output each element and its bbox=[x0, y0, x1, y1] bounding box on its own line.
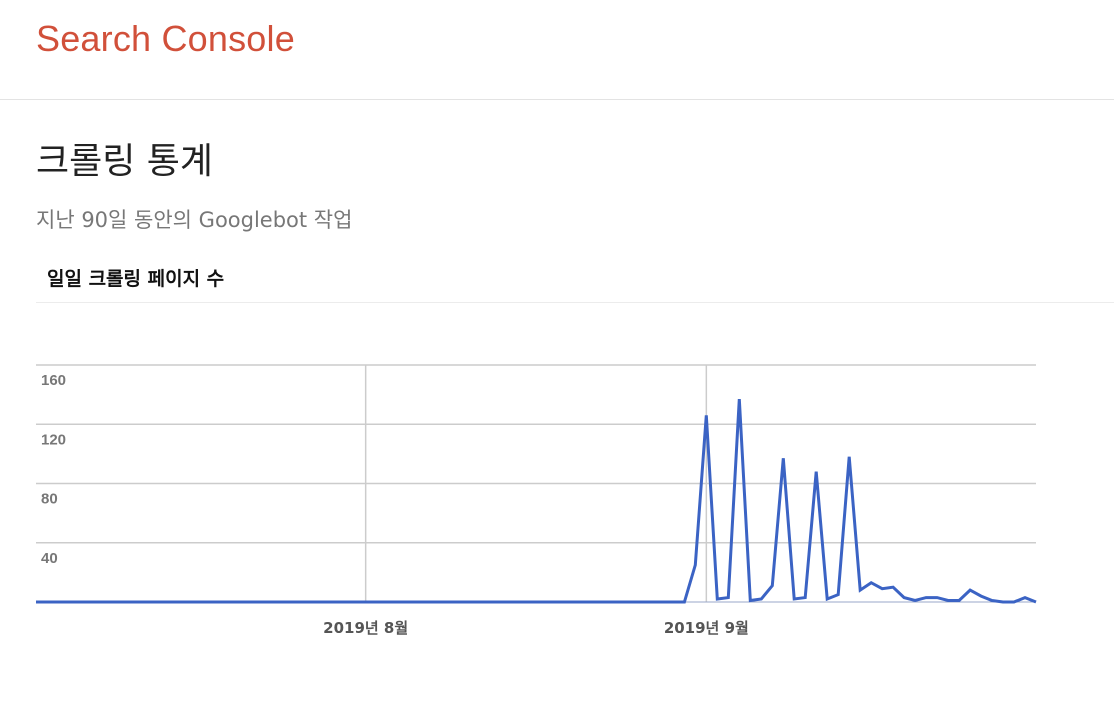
y-tick-label: 80 bbox=[41, 491, 58, 508]
app-header: Search Console bbox=[0, 0, 1114, 100]
section-divider bbox=[36, 302, 1114, 303]
y-tick-label: 40 bbox=[41, 550, 58, 567]
crawled-pages-series-line bbox=[36, 399, 1037, 604]
y-tick-label: 120 bbox=[41, 431, 66, 448]
x-tick-label: 2019년 9월 bbox=[664, 619, 749, 637]
chart-section-label: 일일 크롤링 페이지 수 bbox=[47, 268, 225, 290]
page-subtitle: 지난 90일 동안의 Googlebot 작업 bbox=[36, 208, 353, 232]
y-tick-label: 160 bbox=[41, 372, 66, 389]
page-title: 크롤링 통계 bbox=[36, 141, 214, 182]
x-tick-label: 2019년 8월 bbox=[323, 619, 408, 637]
brand-logo-text[interactable]: Search Console bbox=[36, 18, 295, 59]
